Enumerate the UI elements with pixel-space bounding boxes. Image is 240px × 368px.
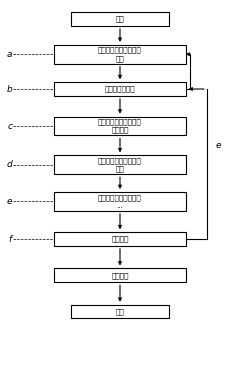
Text: b: b [7, 85, 13, 93]
Text: 全运行值: 全运行值 [111, 127, 129, 134]
Text: c: c [7, 121, 12, 131]
Text: f: f [8, 234, 11, 244]
Bar [54, 192, 186, 211]
Bar [54, 117, 186, 135]
Bar [54, 268, 186, 282]
Text: 选择须判断的配装置待: 选择须判断的配装置待 [98, 158, 142, 164]
Text: 获取当前装置坐标及安: 获取当前装置坐标及安 [98, 118, 142, 125]
Text: e: e [216, 141, 221, 151]
Bar [71, 305, 169, 318]
Text: 扫描配电装置列: 扫描配电装置列 [105, 86, 135, 92]
Text: 目点: 目点 [116, 166, 124, 172]
Text: a: a [7, 50, 12, 59]
Text: d: d [7, 160, 13, 169]
Bar [54, 45, 186, 64]
Text: 设置配电装置参数参数: 设置配电装置参数参数 [98, 47, 142, 53]
Text: 开始: 开始 [116, 16, 124, 22]
Bar [54, 82, 186, 96]
Bar [71, 12, 169, 26]
Bar [54, 155, 186, 174]
Text: 存储数据: 存储数据 [111, 236, 129, 243]
Bar [54, 232, 186, 246]
Text: ...: ... [117, 202, 123, 209]
Text: e: e [7, 197, 12, 206]
Text: 参数: 参数 [116, 55, 124, 62]
Text: 结束: 结束 [116, 308, 124, 315]
Text: 遍历完毕: 遍历完毕 [111, 272, 129, 279]
Text: 三维域形生成带生成数: 三维域形生成带生成数 [98, 194, 142, 201]
